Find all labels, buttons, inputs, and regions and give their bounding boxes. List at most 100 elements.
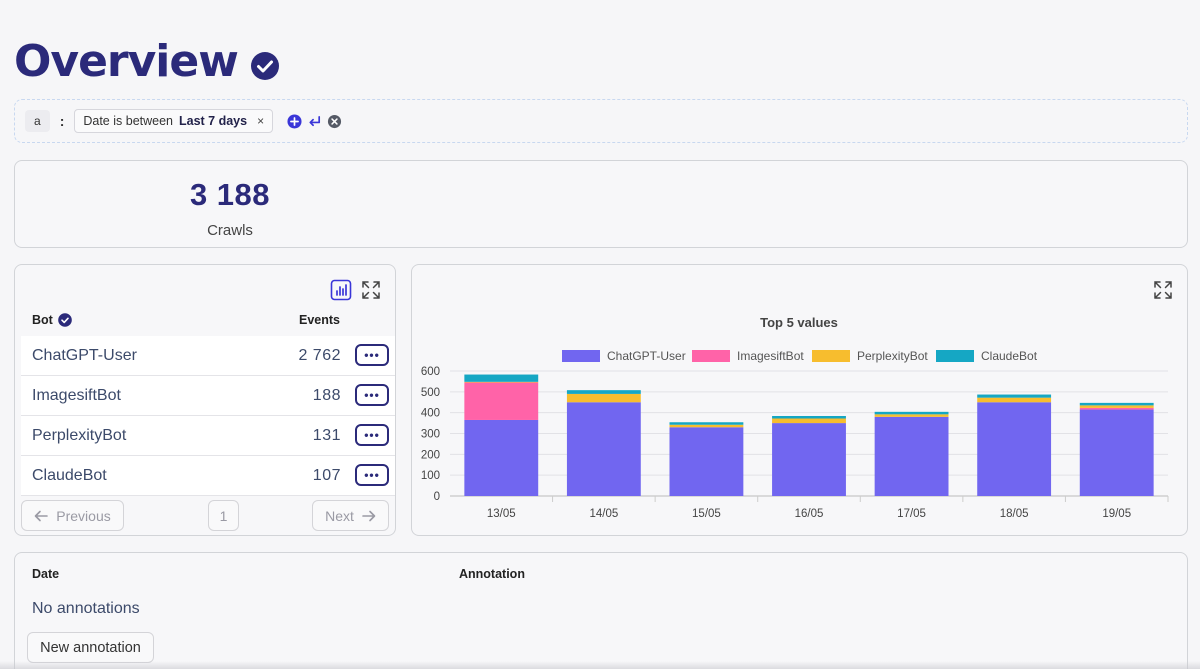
bar-segment: [874, 411, 949, 415]
bottom-fade: [0, 661, 1200, 669]
annotation-column-header: Annotation: [459, 567, 525, 581]
y-tick-label: 400: [421, 408, 440, 420]
row-actions-button[interactable]: •••: [355, 344, 389, 366]
next-page-button[interactable]: Next: [312, 500, 389, 531]
event-count: 188: [312, 387, 341, 404]
row-actions-button[interactable]: •••: [355, 384, 389, 406]
arrow-right-icon: [362, 510, 376, 521]
legend-swatch: [812, 350, 850, 362]
filter-actions: [287, 113, 342, 129]
previous-page-button[interactable]: Previous: [21, 500, 124, 531]
legend-label: PerplexityBot: [857, 349, 928, 363]
filter-field-chip[interactable]: a: [25, 110, 50, 132]
bar-segment: [1079, 407, 1154, 410]
y-tick-label: 300: [421, 429, 440, 441]
row-actions-button[interactable]: •••: [355, 464, 389, 486]
x-tick-label: 18/05: [1000, 508, 1029, 520]
bar-segment: [566, 393, 641, 403]
event-count: 2 762: [298, 347, 341, 364]
bar-segment: [977, 394, 1052, 398]
filter-separator: :: [59, 113, 65, 129]
filter-condition-prefix: Date is between: [83, 114, 173, 128]
bot-column-header[interactable]: Bot: [32, 313, 72, 327]
bar-segment: [1079, 409, 1154, 496]
x-tick-label: 16/05: [795, 508, 824, 520]
bar-segment: [874, 414, 949, 417]
date-column-header: Date: [32, 567, 60, 581]
add-filter-icon[interactable]: [287, 113, 302, 129]
clear-filters-icon[interactable]: [327, 114, 342, 129]
kpi-label: Crawls: [207, 222, 253, 239]
chart-view-icon[interactable]: [330, 279, 352, 301]
bar-segment: [1079, 402, 1154, 406]
bar-segment: [874, 416, 949, 496]
next-label: Next: [325, 507, 354, 524]
legend-swatch: [562, 350, 600, 362]
y-tick-label: 600: [421, 366, 440, 378]
legend-label: ChatGPT-User: [607, 349, 686, 363]
top-values-chart-card: Top 5 values ChatGPT-User ImagesiftBot Perp…: [411, 264, 1188, 536]
x-tick-label: 15/05: [692, 508, 721, 520]
bar-segment: [669, 422, 744, 425]
table-row[interactable]: ClaudeBot 107 •••: [21, 456, 395, 496]
x-tick-label: 13/05: [487, 508, 516, 520]
stacked-bar-chart: Top 5 values ChatGPT-User ImagesiftBot Perp…: [421, 315, 1169, 520]
bar-segment: [772, 423, 846, 496]
y-tick-label: 100: [421, 470, 440, 482]
event-count: 131: [312, 427, 341, 444]
events-column-header[interactable]: Events: [299, 313, 340, 327]
x-tick-label: 19/05: [1102, 508, 1131, 520]
bar-segment: [772, 418, 846, 424]
row-actions-button[interactable]: •••: [355, 424, 389, 446]
filter-condition-value: Last 7 days: [179, 114, 248, 128]
bot-name: ImagesiftBot: [32, 387, 121, 404]
x-tick-label: 17/05: [897, 508, 926, 520]
page-title: Overview: [14, 36, 239, 87]
bot-name: ClaudeBot: [32, 467, 107, 484]
date-filter-chip[interactable]: Date is between Last 7 days ×: [74, 109, 274, 133]
table-row[interactable]: PerplexityBot 131 •••: [21, 416, 395, 456]
bot-name: PerplexityBot: [32, 427, 127, 444]
arrow-left-icon: [34, 510, 49, 521]
table-row[interactable]: ChatGPT-User 2 762 •••: [21, 336, 395, 376]
bar-segment: [464, 419, 539, 496]
bar-segment: [977, 397, 1052, 403]
bots-table-card: Bot Events ChatGPT-User 2 762 ••• Images…: [14, 264, 396, 536]
bar-segment: [669, 427, 744, 496]
filter-bar: a : Date is between Last 7 days ×: [14, 99, 1188, 143]
bar-segment: [977, 402, 1052, 496]
page-number-button[interactable]: 1: [208, 500, 239, 531]
bar-segment: [1079, 405, 1154, 408]
bar-segment: [464, 381, 539, 383]
y-tick-label: 200: [421, 449, 440, 461]
chart-title: Top 5 values: [760, 315, 838, 330]
table-row[interactable]: ImagesiftBot 188 •••: [21, 376, 395, 416]
legend-label: ImagesiftBot: [737, 349, 804, 363]
bot-header-label: Bot: [32, 313, 53, 327]
bar-segment: [566, 390, 641, 394]
check-circle-icon: [250, 51, 279, 80]
y-tick-label: 500: [421, 387, 440, 399]
x-tick-label: 14/05: [589, 508, 618, 520]
new-annotation-button[interactable]: New annotation: [27, 632, 154, 663]
legend-swatch: [692, 350, 730, 362]
annotations-card: Date Annotation No annotations New annot…: [14, 552, 1188, 669]
expand-icon[interactable]: [360, 279, 382, 301]
legend-label: ClaudeBot: [981, 349, 1038, 363]
event-count: 107: [312, 467, 341, 484]
bar-segment: [566, 402, 641, 496]
check-circle-icon: [58, 313, 72, 327]
previous-label: Previous: [56, 507, 111, 524]
remove-filter-icon[interactable]: ×: [257, 114, 265, 128]
expand-icon[interactable]: [1152, 279, 1174, 301]
empty-state-text: No annotations: [32, 600, 140, 617]
page-header: Overview: [14, 36, 280, 87]
y-tick-label: 0: [434, 491, 440, 503]
kpi-value: 3 188: [189, 177, 271, 212]
bar-segment: [669, 424, 744, 428]
bot-name: ChatGPT-User: [32, 347, 137, 364]
bar-segment: [772, 416, 846, 419]
bar-segment: [464, 382, 539, 420]
crawls-kpi-card: 3 188 Crawls: [14, 160, 1188, 248]
enter-icon[interactable]: [307, 114, 322, 129]
